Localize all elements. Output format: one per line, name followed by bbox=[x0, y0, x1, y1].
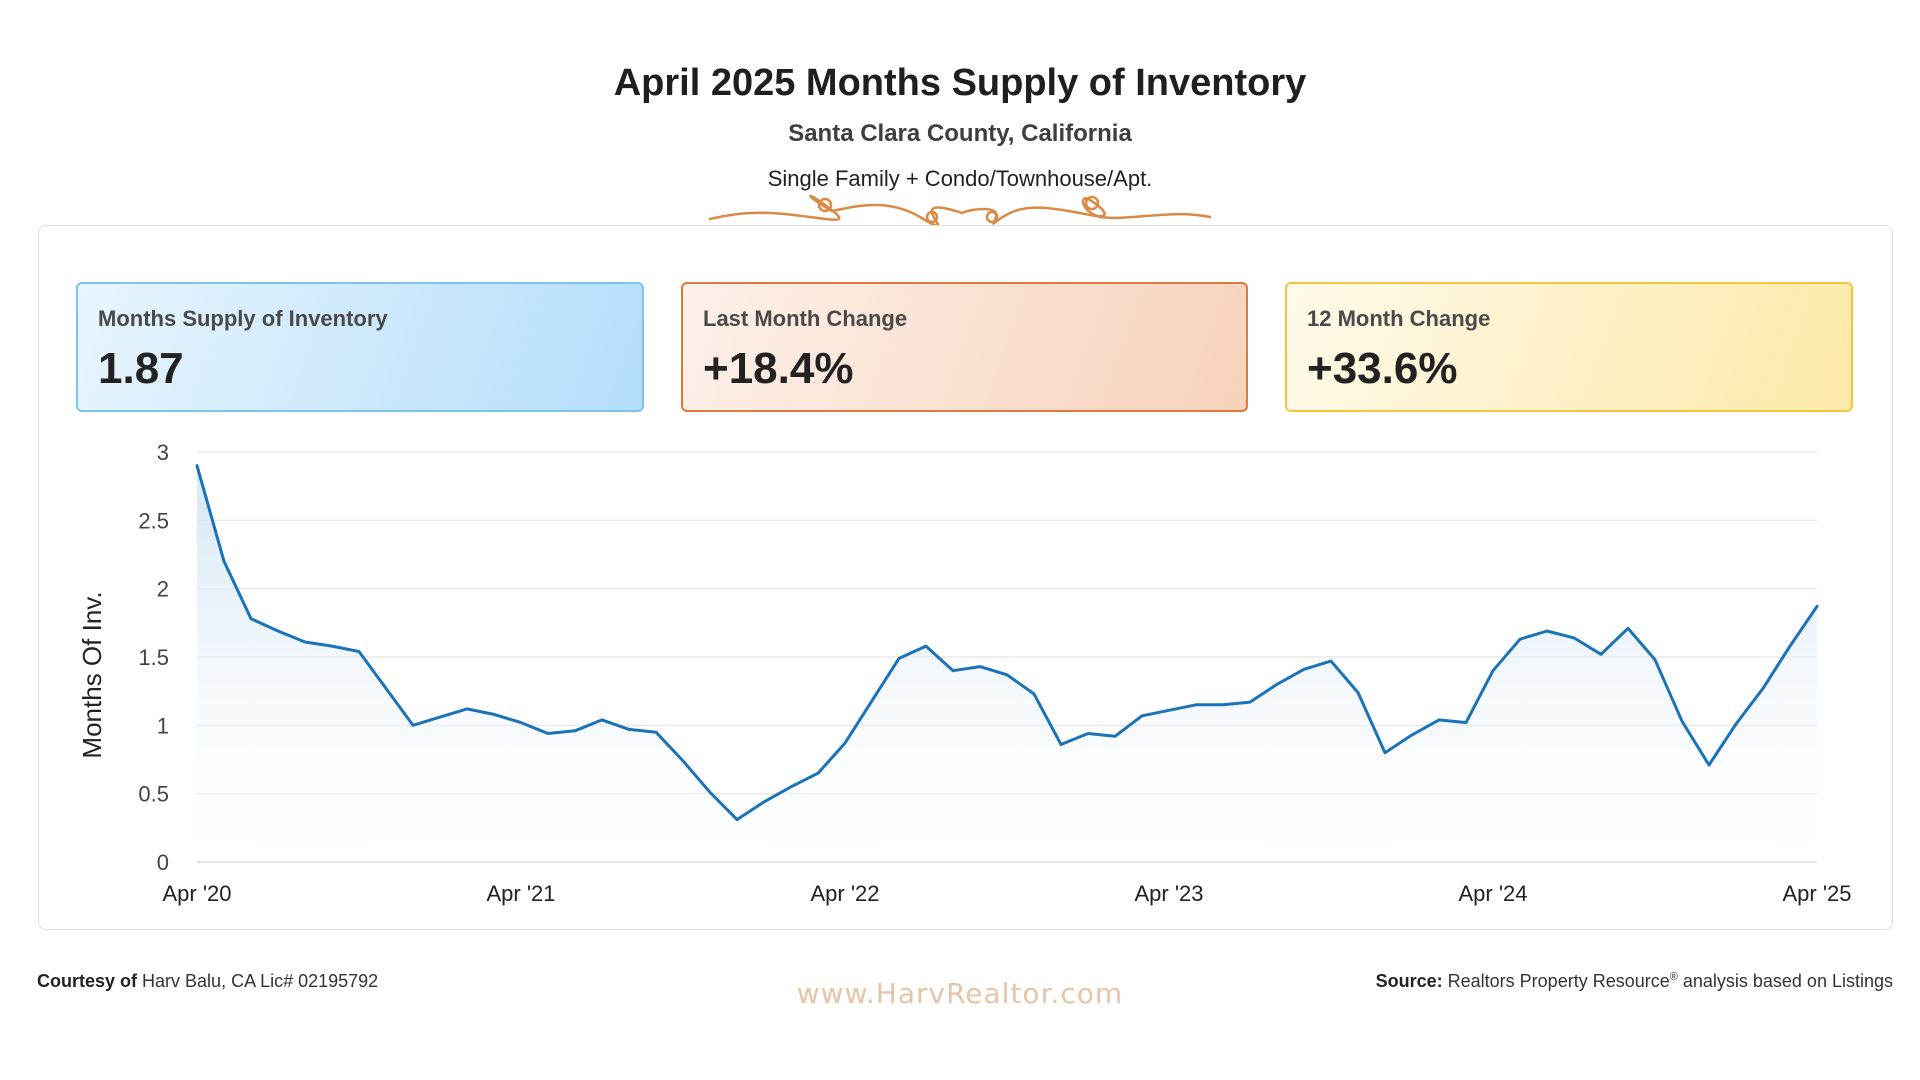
x-tick-label: Apr '24 bbox=[1458, 881, 1527, 906]
registered-mark: ® bbox=[1669, 971, 1678, 983]
courtesy-text: Harv Balu, CA Lic# 02195792 bbox=[142, 971, 379, 991]
months-supply-label: Months Supply of Inventory bbox=[98, 306, 388, 331]
source-text-after: analysis based on Listings bbox=[1682, 971, 1893, 991]
x-tick-label: Apr '25 bbox=[1782, 881, 1851, 906]
last-month-change-label: Last Month Change bbox=[703, 306, 908, 331]
property-types-label: Single Family + Condo/Townhouse/Apt. bbox=[767, 166, 1153, 191]
source-text-before: Realtors Property Resource bbox=[1447, 971, 1670, 991]
y-tick-label: 3 bbox=[157, 440, 169, 465]
last-month-change-value: +18.4% bbox=[703, 344, 854, 393]
last-month-change-card: Last Month Change +18.4% bbox=[681, 282, 1248, 412]
twelve-month-change-card: 12 Month Change +33.6% bbox=[1285, 282, 1853, 412]
y-tick-label: 0.5 bbox=[138, 782, 169, 807]
chart-subtitle: Santa Clara County, California bbox=[788, 120, 1132, 147]
x-tick-label: Apr '22 bbox=[810, 881, 879, 906]
decorative-flourish-icon bbox=[708, 195, 1212, 227]
x-tick-label: Apr '20 bbox=[162, 881, 231, 906]
y-tick-label: 2.5 bbox=[138, 508, 169, 533]
source-note: Source: Realtors Property Resource® anal… bbox=[1376, 971, 1893, 992]
y-tick-label: 1 bbox=[157, 713, 169, 738]
chart-title: April 2025 Months Supply of Inventory bbox=[613, 62, 1307, 104]
x-tick-label: Apr '23 bbox=[1134, 881, 1203, 906]
y-tick-label: 0 bbox=[157, 850, 169, 875]
y-axis-title: Months Of Inv. bbox=[77, 591, 107, 758]
months-supply-card: Months Supply of Inventory 1.87 bbox=[76, 282, 644, 412]
source-label: Source: bbox=[1375, 971, 1443, 991]
courtesy-note: Courtesy of Harv Balu, CA Lic# 02195792 bbox=[37, 971, 378, 992]
courtesy-label: Courtesy of bbox=[37, 971, 138, 991]
inventory-series-line bbox=[195, 464, 1819, 822]
twelve-month-change-value: +33.6% bbox=[1307, 344, 1458, 393]
inventory-area bbox=[197, 465, 1817, 862]
website-watermark: www.HarvRealtor.com bbox=[796, 977, 1124, 1010]
y-tick-label: 1.5 bbox=[138, 645, 169, 670]
months-supply-value: 1.87 bbox=[98, 344, 184, 393]
twelve-month-change-label: 12 Month Change bbox=[1307, 306, 1491, 331]
x-tick-label: Apr '21 bbox=[486, 881, 555, 906]
y-tick-label: 2 bbox=[157, 577, 169, 602]
